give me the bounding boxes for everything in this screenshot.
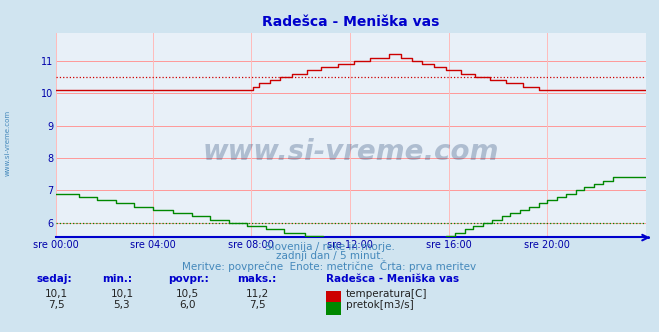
Title: Radešca - Meniška vas: Radešca - Meniška vas xyxy=(262,15,440,29)
Text: povpr.:: povpr.: xyxy=(168,274,209,284)
Text: www.si-vreme.com: www.si-vreme.com xyxy=(5,110,11,176)
Text: zadnji dan / 5 minut.: zadnji dan / 5 minut. xyxy=(275,251,384,261)
Text: pretok[m3/s]: pretok[m3/s] xyxy=(346,300,414,310)
Text: Slovenija / reke in morje.: Slovenija / reke in morje. xyxy=(264,242,395,252)
Text: 6,0: 6,0 xyxy=(179,300,196,310)
Text: 7,5: 7,5 xyxy=(47,300,65,310)
Text: 10,1: 10,1 xyxy=(110,289,134,299)
Text: Meritve: povprečne  Enote: metrične  Črta: prva meritev: Meritve: povprečne Enote: metrične Črta:… xyxy=(183,260,476,272)
Text: temperatura[C]: temperatura[C] xyxy=(346,289,428,299)
Text: min.:: min.: xyxy=(102,274,132,284)
Text: www.si-vreme.com: www.si-vreme.com xyxy=(203,138,499,166)
Text: maks.:: maks.: xyxy=(237,274,277,284)
Text: 10,5: 10,5 xyxy=(176,289,200,299)
Text: 7,5: 7,5 xyxy=(248,300,266,310)
Text: 11,2: 11,2 xyxy=(245,289,269,299)
Text: Radešca - Meniška vas: Radešca - Meniška vas xyxy=(326,274,459,284)
Text: 5,3: 5,3 xyxy=(113,300,130,310)
Text: sedaj:: sedaj: xyxy=(36,274,72,284)
Text: 10,1: 10,1 xyxy=(44,289,68,299)
